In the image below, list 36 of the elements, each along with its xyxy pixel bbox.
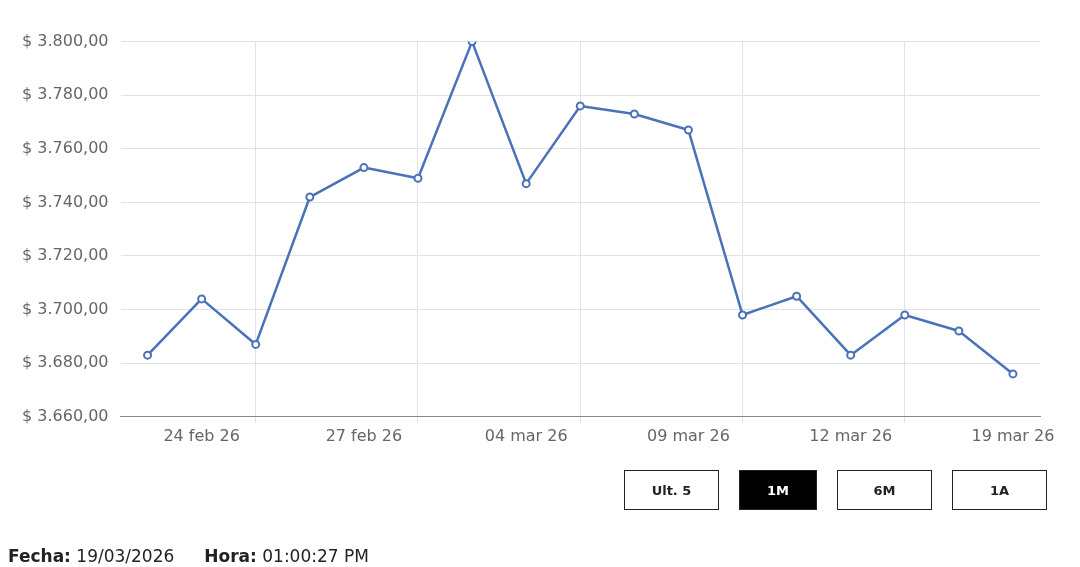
point xyxy=(251,339,261,349)
y-tick-label: $ 3.760,00 xyxy=(22,137,109,157)
point xyxy=(359,163,369,173)
x-tick-label: 04 mar 26 xyxy=(484,425,568,445)
text: 1A xyxy=(952,470,1047,510)
point xyxy=(846,350,856,360)
point xyxy=(575,101,585,111)
y-tick-label: $ 3.740,00 xyxy=(22,191,109,211)
point xyxy=(954,326,964,336)
text: 6M xyxy=(837,470,932,510)
x-tick-label: 19 mar 26 xyxy=(971,425,1055,445)
point xyxy=(629,109,639,119)
text: 1M xyxy=(739,470,817,510)
point xyxy=(143,350,153,360)
text: Ult. 5 xyxy=(624,470,719,510)
x-tick-label: 12 mar 26 xyxy=(809,425,893,445)
x-tick-label: 27 feb 26 xyxy=(325,425,403,445)
x-tick-label: 09 mar 26 xyxy=(647,425,730,445)
point xyxy=(792,291,802,301)
x-tick-label: 24 feb 26 xyxy=(163,425,240,445)
y-tick-label: $ 3.660,00 xyxy=(22,405,109,425)
point xyxy=(197,294,207,304)
y-tick-label: $ 3.700,00 xyxy=(22,298,109,318)
y-tick-label: $ 3.680,00 xyxy=(22,352,109,372)
y-tick-label: $ 3.780,00 xyxy=(22,84,109,104)
point xyxy=(413,173,423,183)
point xyxy=(900,310,910,320)
point xyxy=(305,192,315,202)
y-tick-label: $ 3.800,00 xyxy=(22,30,109,50)
text: Hora: 01:00:27 PM xyxy=(204,546,369,566)
y-tick-label: $ 3.720,00 xyxy=(22,245,109,265)
point xyxy=(521,179,531,189)
point xyxy=(683,125,693,135)
point xyxy=(738,310,748,320)
text: Fecha: 19/03/2026 xyxy=(8,546,175,566)
point xyxy=(1008,369,1018,379)
